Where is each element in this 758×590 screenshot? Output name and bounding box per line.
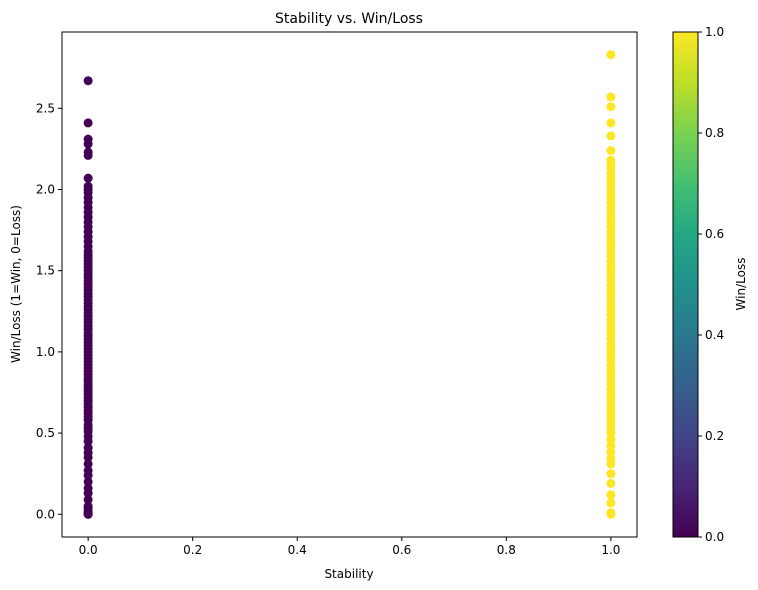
x-tick-label: 0.8 [497,543,516,557]
plot-frame [61,31,638,538]
x-axis-ticks: 0.0 0.2 0.4 0.6 0.8 1.0 [79,537,620,557]
y-axis-ticks: 0.0 0.5 1.0 1.5 2.0 2.5 [36,101,62,521]
data-point [83,147,93,157]
x-tick-label: 0.6 [392,543,411,557]
data-points [83,50,616,519]
data-point [606,155,616,165]
data-point [606,454,616,464]
data-point [606,448,616,458]
data-point [606,441,616,451]
data-point [606,435,616,445]
colorbar-label: Win/Loss [734,258,748,311]
x-axis-label: Stability [324,567,373,581]
x-tick-label: 0.2 [183,543,202,557]
x-tick-label: 1.0 [601,543,620,557]
y-tick-label: 1.5 [36,264,55,278]
data-point [83,483,93,493]
data-point [606,118,616,128]
data-point [83,501,93,511]
data-point [83,118,93,128]
y-tick-label: 0.5 [36,426,55,440]
data-point [606,498,616,508]
y-tick-label: 0.0 [36,507,55,521]
data-point [83,443,93,453]
colorbar-tick-label: 0.2 [705,429,724,443]
colorbar-tick-label: 1.0 [705,25,724,39]
y-tick-label: 1.0 [36,345,55,359]
colorbar-tick-label: 0.0 [705,530,724,544]
data-point [606,146,616,156]
data-point [83,459,93,469]
data-point [83,76,93,86]
data-point [83,477,93,487]
chart-title: Stability vs. Win/Loss [275,11,423,27]
colorbar-tick-label: 0.4 [705,328,724,342]
data-point [83,495,93,505]
data-point [606,92,616,102]
data-point [83,465,93,475]
data-point [606,508,616,518]
x-tick-label: 0.4 [288,543,307,557]
colorbar-tick-label: 0.6 [705,227,724,241]
y-tick-label: 2.5 [36,101,55,115]
data-point [606,490,616,500]
y-tick-label: 2.0 [36,183,55,197]
data-point [606,478,616,488]
data-point [83,173,93,183]
y-axis-label: Win/Loss (1=Win, 0=Loss) [9,205,23,363]
data-point [606,102,616,112]
colorbar-ticks: 0.0 0.2 0.4 0.6 0.8 1.0 [698,25,724,544]
data-point [606,469,616,479]
data-point [606,50,616,60]
colorbar [672,31,699,538]
colorbar-tick-label: 0.8 [705,126,724,140]
x-tick-label: 0.0 [79,543,98,557]
data-point [83,134,93,144]
data-point [83,181,93,191]
data-point [606,131,616,141]
